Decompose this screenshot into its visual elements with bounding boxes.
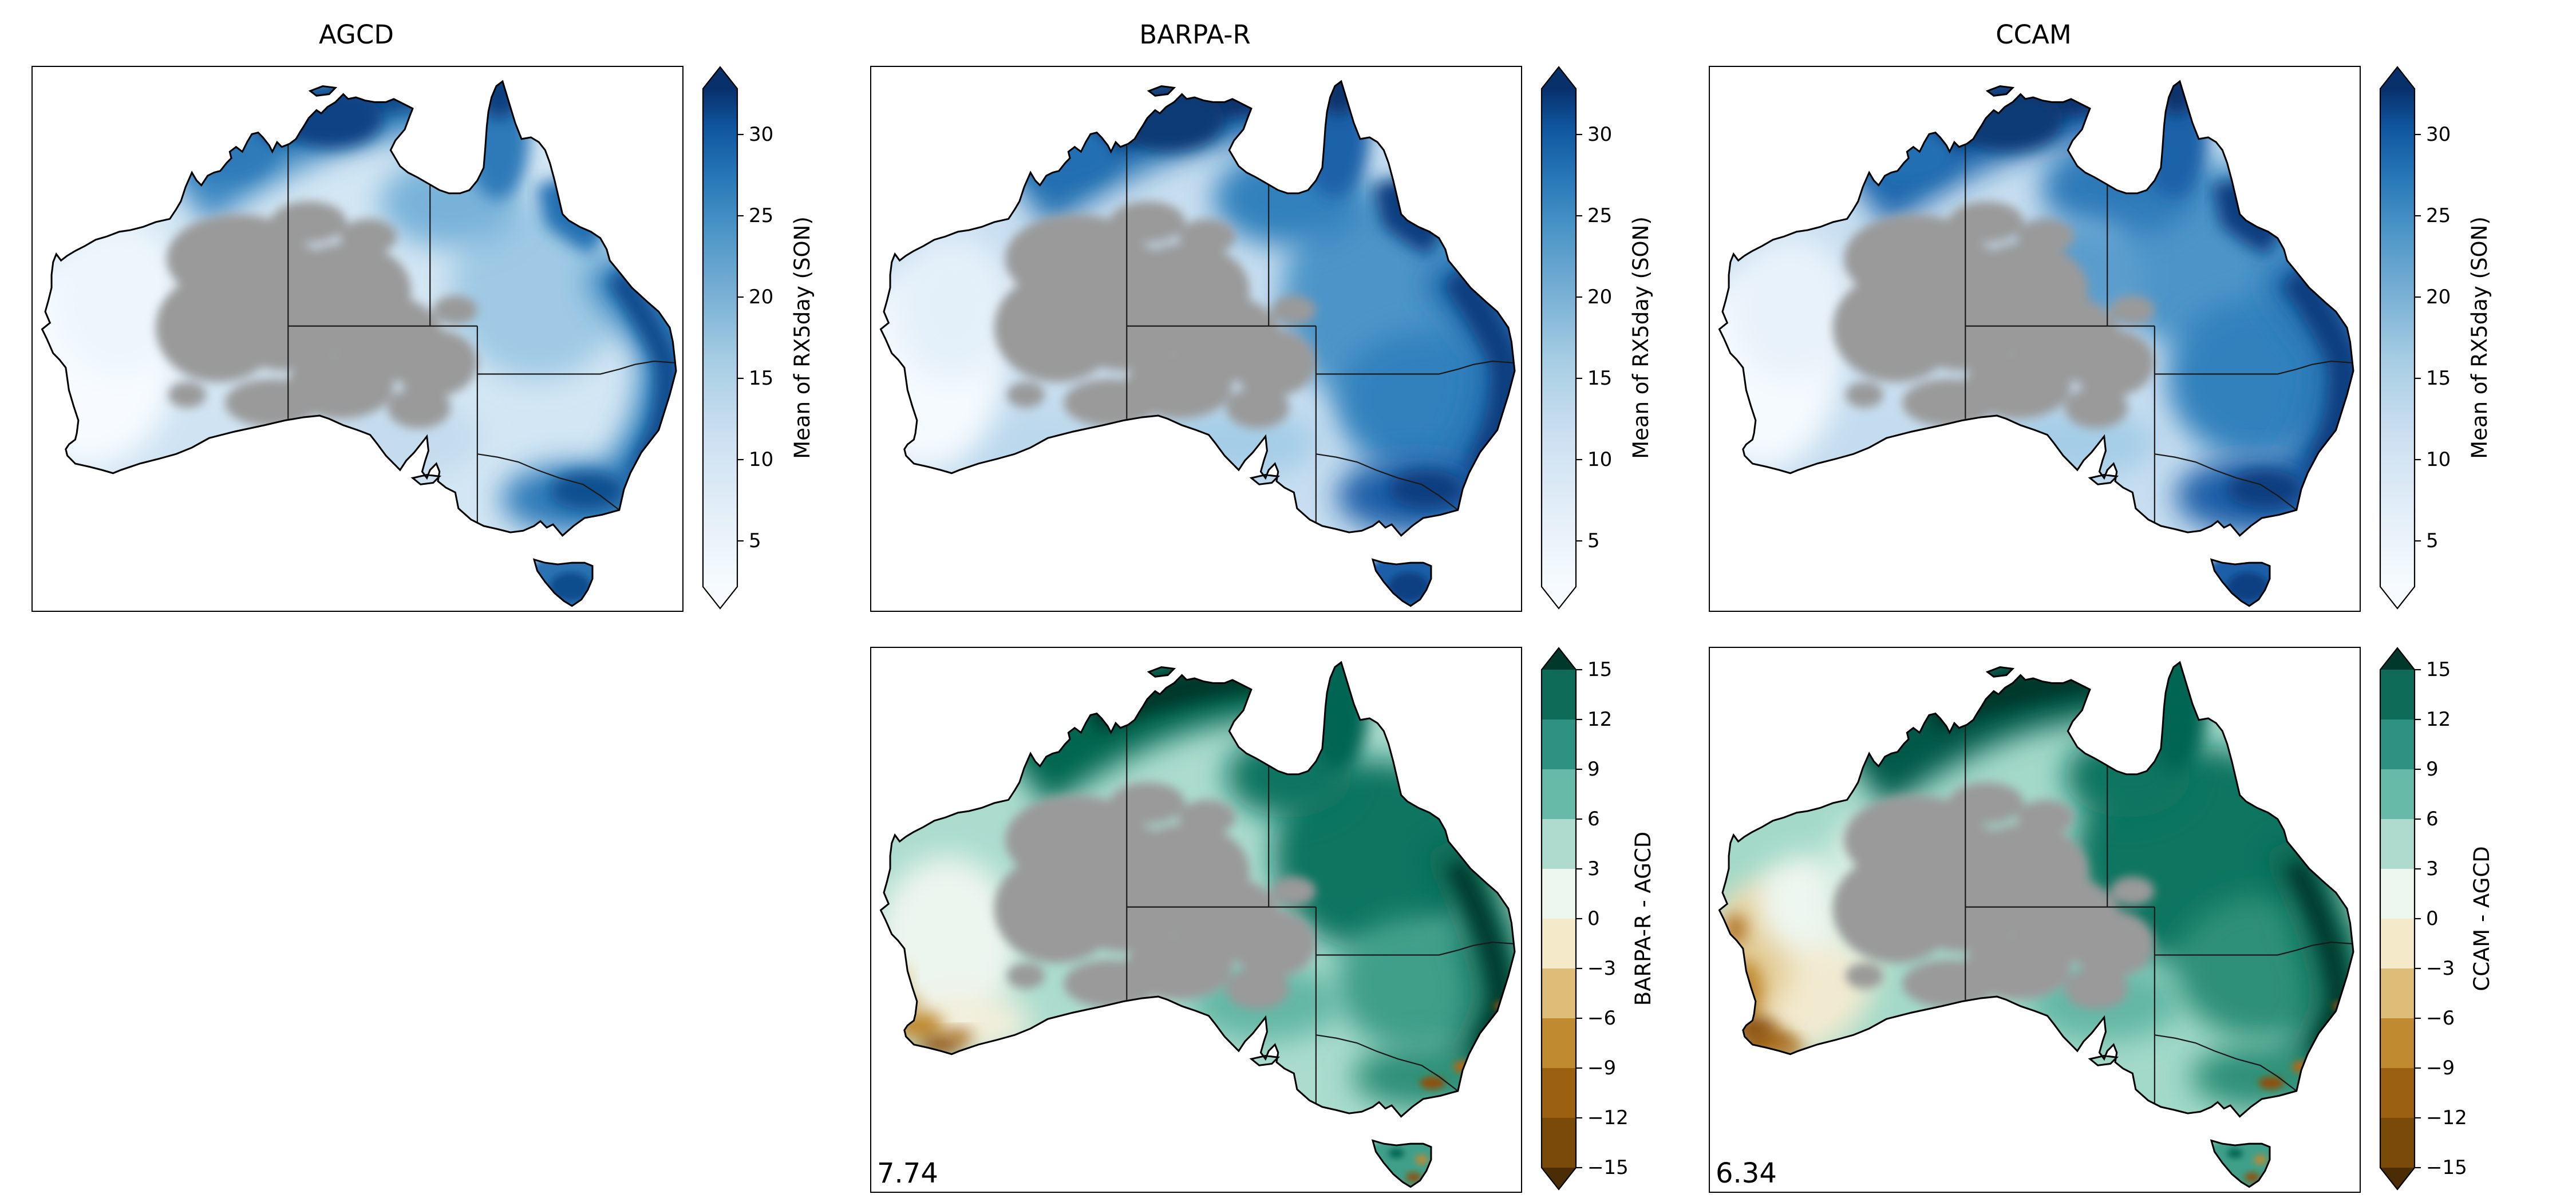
colorbar-axis-label: Mean of RX5day (SON) bbox=[2467, 216, 2492, 459]
map-panel-ccam bbox=[1709, 66, 2361, 612]
cbar-tick-label: 15 bbox=[749, 367, 773, 390]
cbar-tick-label: −9 bbox=[2426, 1057, 2455, 1080]
cbar-tick-label: 20 bbox=[2426, 286, 2451, 309]
cbar-tick-label: 10 bbox=[749, 448, 773, 471]
cbar-tick-label: 9 bbox=[1587, 758, 1600, 781]
cbar-tick-label: 15 bbox=[1587, 658, 1612, 681]
diff-ccam-fill bbox=[1719, 662, 2353, 1187]
colorbar-ticks bbox=[1576, 669, 1582, 1169]
cbar-tick-label: −12 bbox=[2426, 1106, 2467, 1129]
cbar-tick-label: 25 bbox=[1587, 204, 1612, 227]
cbar-tick-label: 5 bbox=[749, 529, 761, 552]
colorbar-ticks bbox=[737, 133, 744, 542]
agcd-fill bbox=[42, 81, 676, 606]
panel-title-agcd: AGCD bbox=[319, 19, 394, 50]
colorbar-axis-label: Mean of RX5day (SON) bbox=[790, 216, 815, 459]
colorbar-ccam: 5 10 15 20 25 30 Mean of RX5day (SON) bbox=[2379, 66, 2492, 610]
map-panel-agcd bbox=[31, 66, 683, 612]
colorbar-diff-barpa: −15 −12 −9 −6 −3 0 3 6 9 12 15 BARPA-R -… bbox=[1540, 647, 1656, 1191]
cbar-tick-label: 5 bbox=[2426, 529, 2439, 552]
cbar-tick-label: −6 bbox=[2426, 1007, 2455, 1030]
colorbar-ticks bbox=[2415, 133, 2421, 542]
colorbar-bands bbox=[1542, 670, 1576, 1168]
colorbar-extend-max bbox=[2380, 67, 2415, 89]
ccam-fill bbox=[1719, 81, 2353, 606]
cbar-tick-label: 3 bbox=[2426, 857, 2439, 880]
colorbar-extend-min bbox=[2380, 1168, 2415, 1189]
map-panel-diff-ccam: 6.34 bbox=[1709, 647, 2361, 1193]
cbar-tick-label: 30 bbox=[2426, 123, 2451, 146]
panel-title-ccam: CCAM bbox=[1996, 19, 2072, 50]
panel-title-barpa-r: BARPA-R bbox=[1139, 19, 1251, 50]
australia-map-agcd bbox=[41, 80, 677, 607]
cbar-tick-label: 25 bbox=[749, 204, 773, 227]
colorbar-gradient bbox=[703, 89, 737, 587]
barpa-fill bbox=[880, 81, 1515, 606]
cbar-tick-label: 15 bbox=[2426, 367, 2451, 390]
cbar-tick-label: 20 bbox=[749, 286, 773, 309]
cbar-tick-label: 30 bbox=[1587, 123, 1612, 146]
cbar-tick-label: 0 bbox=[2426, 907, 2439, 930]
colorbar-extend-min bbox=[1542, 1168, 1576, 1189]
colorbar-diff-ccam: −15 −12 −9 −6 −3 0 3 6 9 12 15 CCAM - AG… bbox=[2379, 647, 2494, 1191]
australia-map-diff-ccam bbox=[1718, 661, 2354, 1188]
cbar-tick-label: −3 bbox=[1587, 957, 1616, 980]
cbar-tick-label: −15 bbox=[2426, 1156, 2467, 1179]
colorbar-extend-max bbox=[1542, 67, 1576, 89]
colorbar-outline bbox=[1540, 66, 1577, 610]
cbar-tick-label: 12 bbox=[1587, 708, 1612, 731]
colorbar-axis-label: BARPA-R - AGCD bbox=[1631, 832, 1656, 1006]
cbar-tick-label: 0 bbox=[1587, 907, 1600, 930]
cbar-tick-label: 10 bbox=[1587, 448, 1612, 471]
colorbar-barpa-r: 5 10 15 20 25 30 Mean of RX5day (SON) bbox=[1540, 66, 1653, 610]
colorbar-extend-max bbox=[2380, 648, 2415, 670]
cbar-tick-label: 15 bbox=[1587, 367, 1612, 390]
cbar-tick-label: 5 bbox=[1587, 529, 1600, 552]
cbar-tick-label: 20 bbox=[1587, 286, 1612, 309]
colorbar-extend-min bbox=[2380, 587, 2415, 608]
mean-diff-annotation: 6.34 bbox=[1716, 1157, 1777, 1189]
australia-map-barpa-r bbox=[879, 80, 1516, 607]
cbar-tick-label: −15 bbox=[1587, 1156, 1629, 1179]
cbar-tick-label: 30 bbox=[749, 123, 773, 146]
cbar-tick-label: 10 bbox=[2426, 448, 2451, 471]
colorbar-outline bbox=[702, 66, 738, 610]
map-panel-barpa-r bbox=[870, 66, 1522, 612]
colorbar-extend-min bbox=[703, 587, 737, 608]
cbar-tick-label: 12 bbox=[2426, 708, 2451, 731]
cbar-tick-label: −12 bbox=[1587, 1106, 1629, 1129]
cbar-tick-label: 15 bbox=[2426, 658, 2451, 681]
colorbar-axis-label: CCAM - AGCD bbox=[2470, 846, 2494, 991]
colorbar-extend-min bbox=[1542, 587, 1576, 608]
australia-map-ccam bbox=[1718, 80, 2354, 607]
cbar-tick-label: 9 bbox=[2426, 758, 2439, 781]
cbar-tick-label: 3 bbox=[1587, 857, 1600, 880]
colorbar-gradient bbox=[1542, 89, 1576, 587]
colorbar-axis-label: Mean of RX5day (SON) bbox=[1629, 216, 1653, 459]
cbar-tick-label: −3 bbox=[2426, 957, 2455, 980]
colorbar-ticks bbox=[1576, 133, 1582, 542]
map-panel-diff-barpa: 7.74 bbox=[870, 647, 1522, 1193]
cbar-tick-label: −9 bbox=[1587, 1057, 1616, 1080]
cbar-tick-label: −6 bbox=[1587, 1007, 1616, 1030]
colorbar-gradient bbox=[2380, 89, 2415, 587]
colorbar-agcd: 5 10 15 20 25 30 Mean of RX5day (SON) bbox=[702, 66, 815, 610]
colorbar-extend-max bbox=[1542, 648, 1576, 670]
cbar-tick-label: 6 bbox=[2426, 808, 2439, 831]
colorbar-outline bbox=[2379, 66, 2416, 610]
diff-barpa-fill bbox=[880, 662, 1515, 1187]
cbar-tick-label: 6 bbox=[1587, 808, 1600, 831]
colorbar-bands bbox=[2380, 670, 2415, 1168]
colorbar-extend-max bbox=[703, 67, 737, 89]
australia-map-diff-barpa bbox=[879, 661, 1516, 1188]
colorbar-ticks bbox=[2415, 669, 2421, 1169]
cbar-tick-label: 25 bbox=[2426, 204, 2451, 227]
mean-diff-annotation: 7.74 bbox=[877, 1157, 938, 1189]
